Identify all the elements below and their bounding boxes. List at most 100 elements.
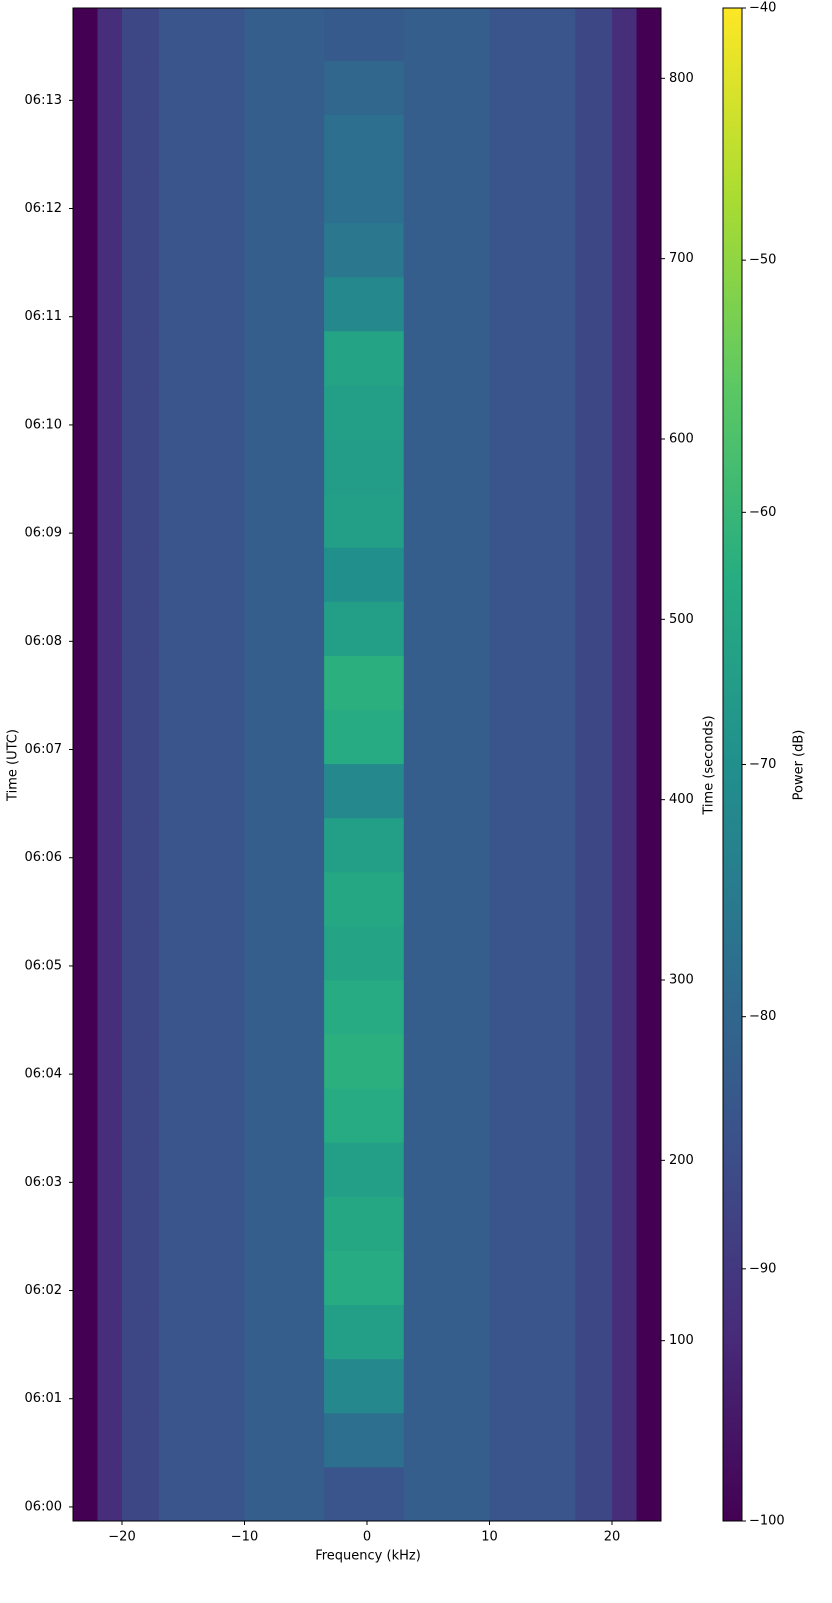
cell xyxy=(122,438,160,494)
y-tick-label: 06:02 xyxy=(25,1283,62,1298)
y2-tick-label: 400 xyxy=(669,792,694,807)
cell xyxy=(575,114,613,169)
cell xyxy=(612,384,637,440)
x-tick-label: 20 xyxy=(604,1530,621,1545)
cell xyxy=(489,979,576,1035)
cell xyxy=(158,493,245,548)
cell xyxy=(403,871,490,927)
cell xyxy=(575,222,613,278)
cell xyxy=(324,114,405,169)
cell xyxy=(575,817,613,873)
y-tick-label: 06:04 xyxy=(25,1067,62,1082)
cell xyxy=(122,1142,160,1197)
cell xyxy=(324,871,405,927)
cell xyxy=(73,817,98,873)
cell xyxy=(324,763,405,819)
cell xyxy=(244,276,325,332)
cell xyxy=(97,1196,123,1251)
cell xyxy=(403,925,490,981)
cell xyxy=(158,709,245,765)
cell xyxy=(244,384,325,440)
cell xyxy=(324,817,405,873)
cell xyxy=(324,168,405,224)
y2-tick-label: 700 xyxy=(669,251,694,266)
cell xyxy=(324,1034,405,1089)
cell xyxy=(489,601,576,656)
cell xyxy=(97,168,123,224)
cell xyxy=(122,1034,160,1089)
cell xyxy=(636,1142,662,1197)
cell xyxy=(122,763,160,819)
cell xyxy=(158,438,245,494)
cell xyxy=(575,60,613,115)
cell xyxy=(122,1088,160,1143)
cell xyxy=(403,330,490,386)
cell xyxy=(636,1466,662,1522)
cell xyxy=(122,709,160,765)
cell xyxy=(244,1142,325,1197)
cell xyxy=(244,655,325,710)
cell xyxy=(158,168,245,224)
cell xyxy=(612,1250,637,1306)
cell xyxy=(73,1466,98,1522)
cell xyxy=(122,925,160,981)
cell xyxy=(122,1196,160,1251)
cell xyxy=(636,1304,662,1360)
cell xyxy=(612,763,637,819)
cell xyxy=(612,168,637,224)
cell xyxy=(158,276,245,332)
cell xyxy=(158,763,245,819)
cell xyxy=(244,763,325,819)
cell xyxy=(97,1412,123,1468)
cell xyxy=(244,168,325,224)
cell xyxy=(73,655,98,710)
cell xyxy=(73,330,98,386)
cell xyxy=(489,384,576,440)
cell xyxy=(122,979,160,1035)
cell xyxy=(324,979,405,1035)
cell xyxy=(612,1142,637,1197)
cell xyxy=(636,547,662,602)
cell xyxy=(158,60,245,115)
cell xyxy=(612,655,637,710)
x-tick-label: 10 xyxy=(481,1530,498,1545)
cell xyxy=(575,1304,613,1360)
cell xyxy=(244,925,325,981)
cell xyxy=(158,1088,245,1143)
cell xyxy=(489,1304,576,1360)
cell xyxy=(575,1088,613,1143)
cell xyxy=(158,601,245,656)
cell xyxy=(324,60,405,115)
colorbar-tick-label: −60 xyxy=(749,505,776,520)
cell xyxy=(324,709,405,765)
cell xyxy=(636,925,662,981)
cell xyxy=(158,871,245,927)
cell xyxy=(612,547,637,602)
cell xyxy=(489,493,576,548)
cell xyxy=(489,817,576,873)
cell xyxy=(403,817,490,873)
cell xyxy=(97,60,123,115)
cell xyxy=(489,655,576,710)
cell xyxy=(122,493,160,548)
cell xyxy=(403,547,490,602)
cell xyxy=(158,547,245,602)
cell xyxy=(403,1034,490,1089)
cell xyxy=(575,1142,613,1197)
cell xyxy=(489,222,576,278)
cell xyxy=(575,384,613,440)
cell xyxy=(122,168,160,224)
cell xyxy=(403,493,490,548)
y-tick-label: 06:10 xyxy=(25,417,62,432)
cell xyxy=(612,60,637,115)
cell xyxy=(158,1250,245,1306)
cell xyxy=(324,438,405,494)
cell xyxy=(489,709,576,765)
cell xyxy=(636,114,662,169)
cell xyxy=(244,1304,325,1360)
cell xyxy=(636,601,662,656)
cell xyxy=(636,979,662,1035)
cell xyxy=(636,655,662,710)
cell xyxy=(158,384,245,440)
